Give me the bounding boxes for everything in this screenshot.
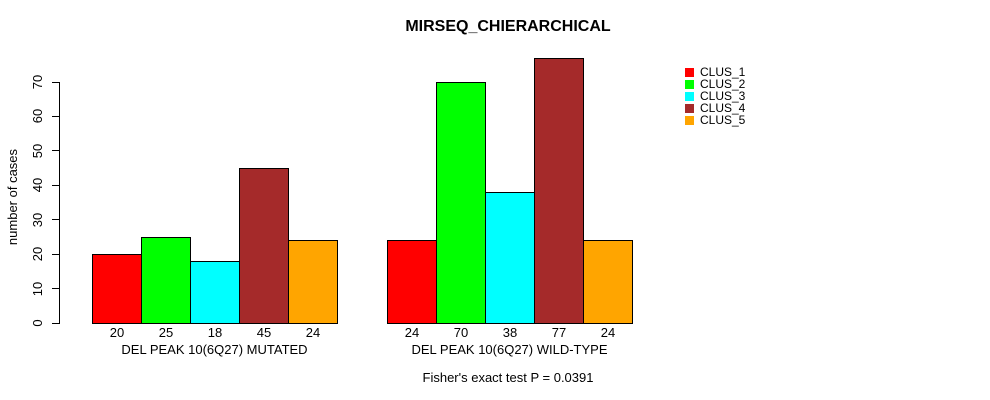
bar-value-label: 24 [404, 325, 420, 340]
bar-clus_4-group1 [239, 168, 289, 324]
legend-swatch-clus_1 [685, 67, 694, 77]
legend-label: CLUS_5 [700, 113, 746, 127]
y-tick-mark [52, 253, 60, 255]
bar-clus_4-group2 [534, 58, 584, 324]
bar-value-label: 20 [109, 325, 125, 340]
legend-row: CLUS_1 [685, 66, 745, 78]
bar-clus_2-group1 [141, 237, 191, 324]
fisher-test-caption: Fisher's exact test P = 0.0391 [422, 370, 594, 385]
y-tick-label: 40 [30, 178, 45, 193]
bar-clus_1-group2 [387, 240, 437, 324]
legend-label: CLUS_4 [700, 101, 746, 115]
legend-swatch-clus_5 [685, 115, 694, 125]
bar-clus_3-group1 [190, 261, 240, 324]
y-tick-label: 10 [30, 281, 45, 296]
bar-value-label: 45 [256, 325, 272, 340]
x-category-label: DEL PEAK 10(6Q27) MUTATED [121, 342, 308, 357]
legend-row: CLUS_3 [685, 90, 745, 102]
y-tick-mark [52, 115, 60, 117]
y-axis-line [59, 82, 60, 324]
y-tick-label: 0 [30, 319, 45, 327]
legend: CLUS_1 CLUS_2 CLUS_3 CLUS_4 CLUS_5 [685, 66, 745, 126]
y-tick-mark [52, 322, 60, 324]
legend-row: CLUS_2 [685, 78, 745, 90]
bar-value-label: 24 [305, 325, 321, 340]
chart-title: MIRSEQ_CHIERARCHICAL [405, 18, 611, 35]
y-tick-label: 20 [30, 246, 45, 262]
bar-clus_3-group2 [485, 192, 535, 324]
y-tick-mark [52, 288, 60, 290]
legend-row: CLUS_4 [685, 102, 745, 114]
bar-value-label: 70 [453, 325, 469, 340]
legend-swatch-clus_2 [685, 79, 694, 89]
bar-value-label: 18 [207, 325, 223, 340]
bar-clus_5-group2 [583, 240, 633, 324]
legend-swatch-clus_4 [685, 103, 694, 113]
x-category-label: DEL PEAK 10(6Q27) WILD-TYPE [411, 342, 608, 357]
legend-label: CLUS_3 [700, 89, 746, 103]
bar-clus_1-group1 [92, 254, 142, 324]
y-tick-label: 60 [30, 109, 45, 124]
y-tick-label: 30 [30, 212, 45, 227]
y-tick-mark [52, 184, 60, 186]
bar-value-label: 38 [502, 325, 518, 340]
legend-row: CLUS_5 [685, 114, 745, 126]
bar-clus_5-group1 [288, 240, 338, 324]
y-tick-mark [52, 150, 60, 152]
bar-value-label: 25 [158, 325, 174, 340]
y-tick-mark [52, 219, 60, 221]
bar-value-label: 24 [600, 325, 616, 340]
bar-value-label: 77 [551, 325, 567, 340]
y-tick-label: 50 [30, 143, 45, 159]
y-tick-mark [52, 81, 60, 83]
legend-swatch-clus_3 [685, 91, 694, 101]
y-tick-label: 70 [30, 74, 45, 90]
legend-label: CLUS_1 [700, 65, 746, 79]
legend-label: CLUS_2 [700, 77, 746, 91]
bar-clus_2-group2 [436, 82, 486, 324]
